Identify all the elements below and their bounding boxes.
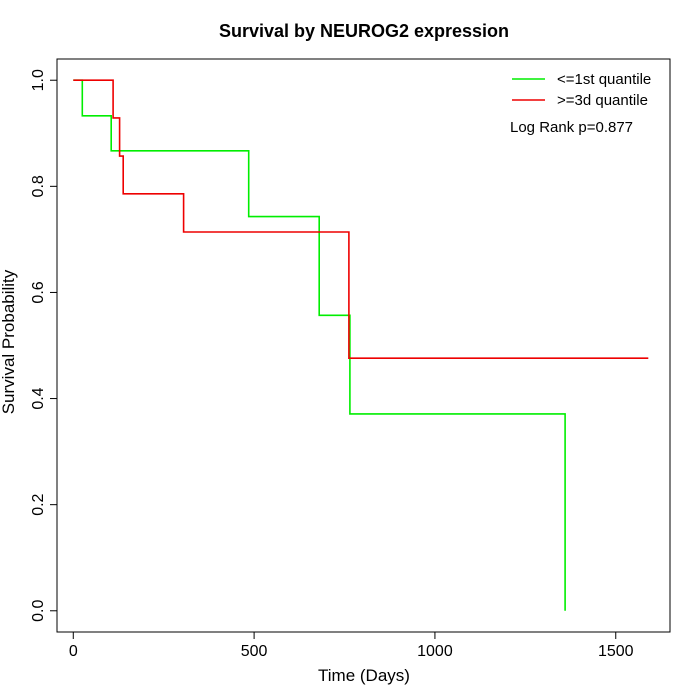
y-tick-label: 0.6	[30, 281, 47, 303]
y-tick-label: 0.0	[30, 600, 47, 622]
log-rank-annotation: Log Rank p=0.877	[510, 119, 633, 136]
legend-label: >=3d quantile	[557, 92, 648, 109]
x-tick-label: 500	[241, 643, 268, 660]
series-layer	[73, 79, 649, 611]
x-axis: 0 500 1000 1500	[69, 631, 634, 660]
x-tick-label: 0	[69, 643, 78, 660]
y-tick-label: 0.2	[30, 493, 47, 515]
y-tick-label: 0.8	[30, 175, 47, 197]
x-tick-label: 1500	[598, 643, 634, 660]
plot-frame	[56, 58, 671, 633]
y-axis-label: Survival Probability	[0, 269, 18, 414]
chart-title: Survival by NEUROG2 expression	[219, 21, 509, 41]
legend: <=1st quantile >=3d quantile	[512, 71, 651, 109]
y-tick-label: 1.0	[30, 69, 47, 91]
series-line-2	[73, 79, 649, 360]
x-tick-label: 1000	[417, 643, 453, 660]
x-axis-label: Time (Days)	[318, 666, 410, 685]
series-line-1	[73, 79, 566, 611]
legend-label: <=1st quantile	[557, 71, 651, 88]
y-axis: 0.0 0.2 0.4 0.6 0.8 1.0	[30, 69, 58, 622]
y-tick-label: 0.4	[30, 387, 47, 409]
